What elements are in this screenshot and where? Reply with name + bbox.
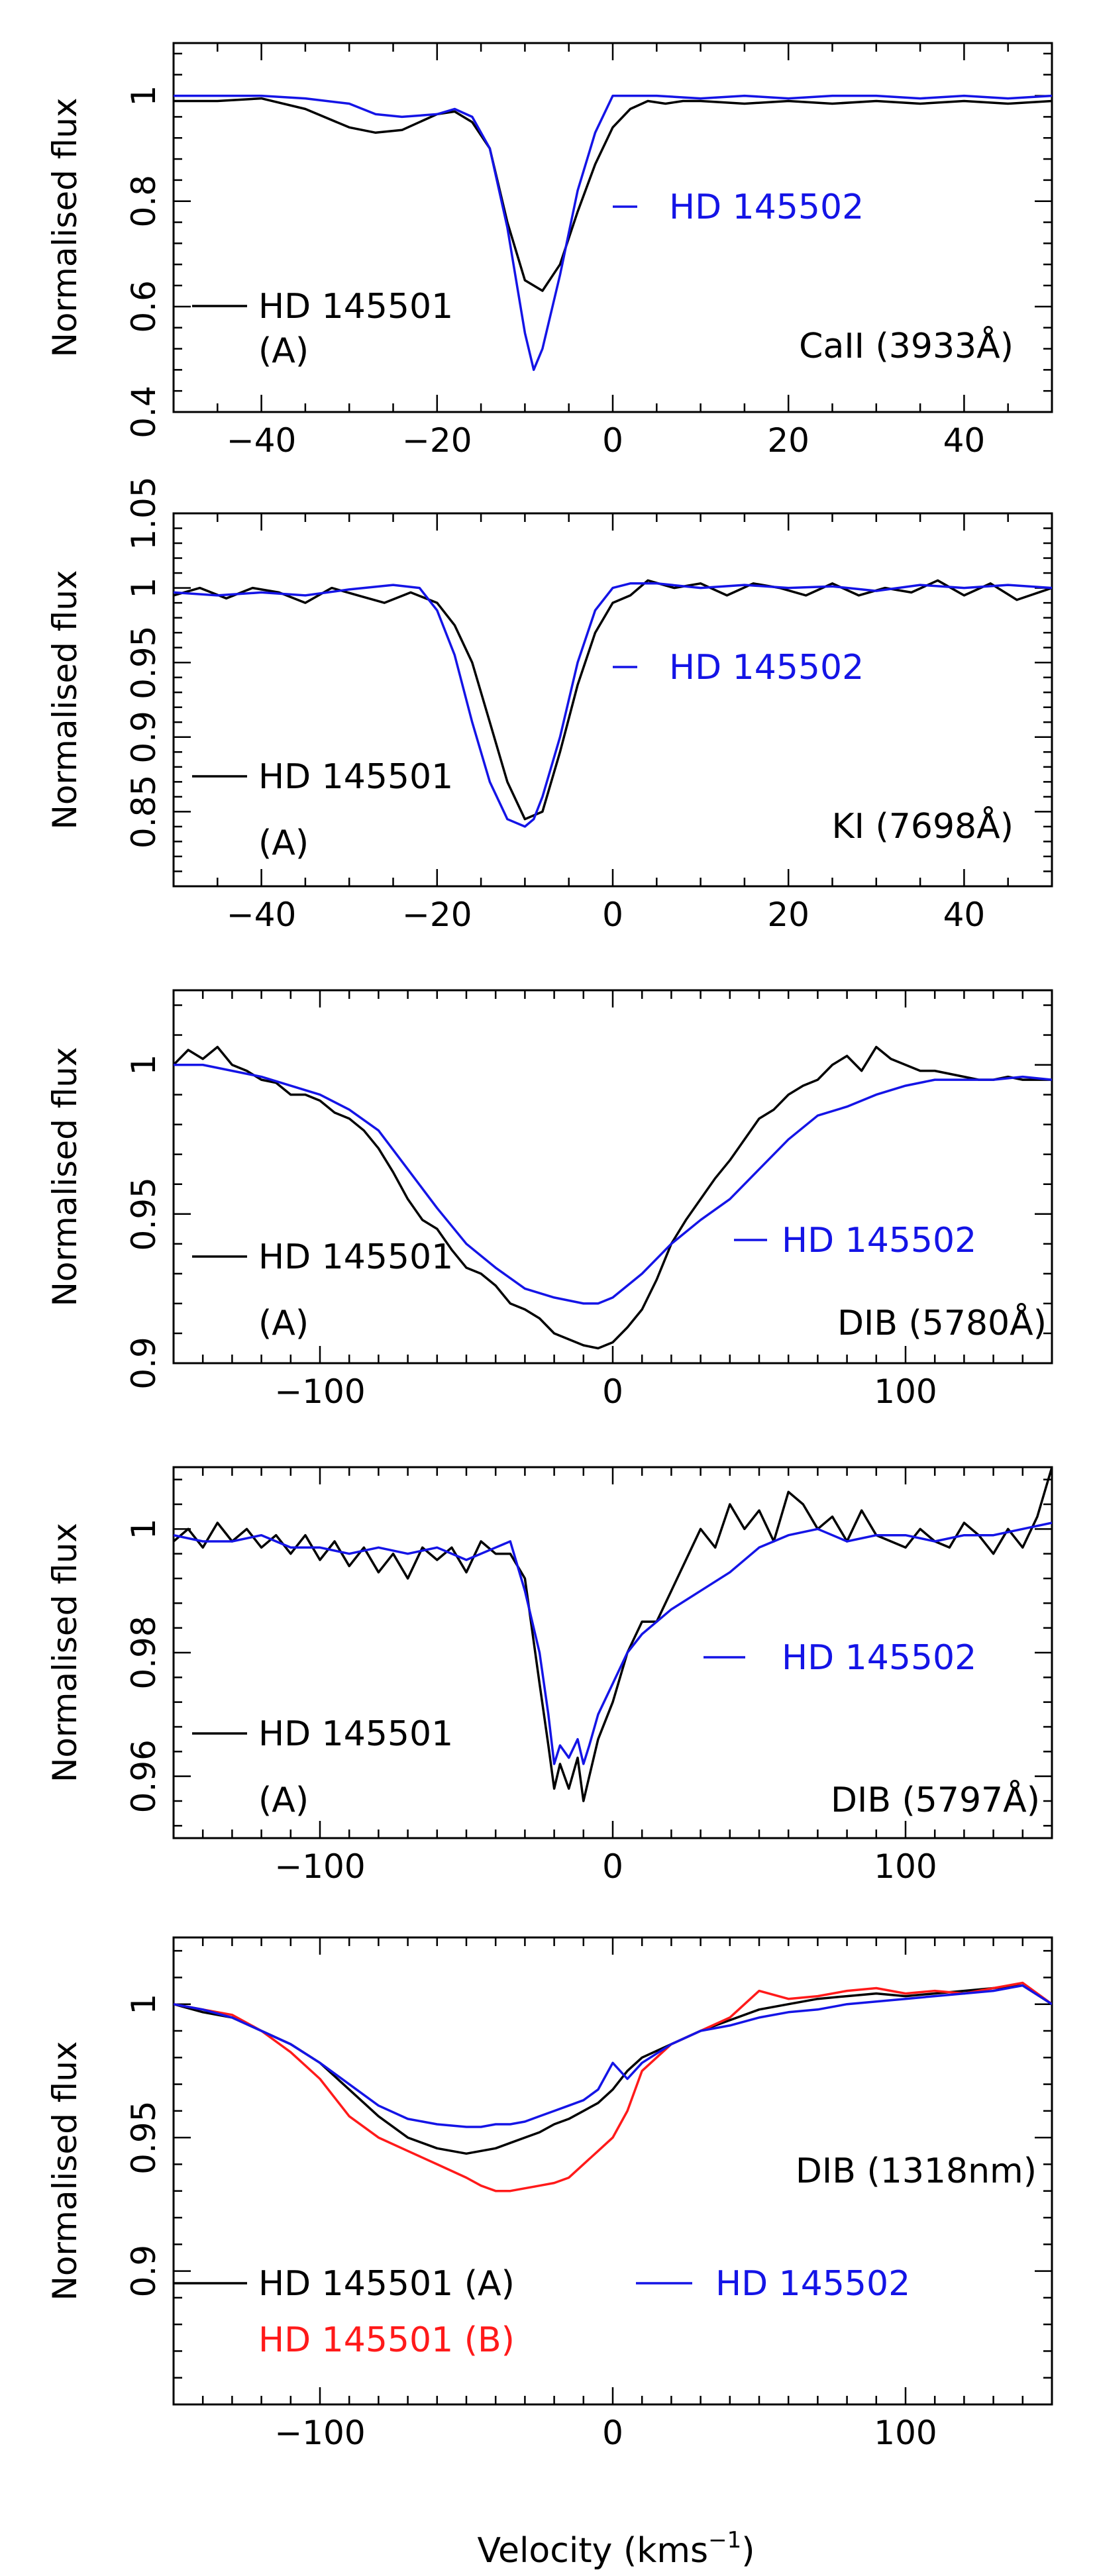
annotation-label: HD 145502: [782, 1638, 976, 1678]
y-tick-label: 1: [125, 1055, 163, 1076]
x-tick-label: 20: [767, 896, 809, 934]
annotation-label: (A): [258, 1304, 309, 1343]
panel-5: −100 0 100 0.9 0.95 1 Normalised flux HD 145501…: [46, 1936, 1053, 2452]
annotation-label: HD 145502: [715, 2264, 910, 2304]
x-tick-label: −100: [274, 1847, 365, 1886]
x-tick-label: −40: [227, 421, 297, 460]
y-axis-label: Normalised flux: [46, 1047, 84, 1306]
series-line-hd-145501-a: [174, 1045, 1052, 1350]
x-tick-label: −20: [402, 421, 472, 460]
y-tick-label: 1.05: [125, 476, 163, 550]
annotation-label: (A): [258, 331, 309, 371]
annotation-label: DIB (1318nm): [796, 2151, 1037, 2191]
y-axis-label: Normalised flux: [46, 2041, 84, 2300]
y-tick-label: 0.9: [125, 2245, 163, 2298]
x-tick-label: 0: [602, 421, 623, 460]
y-tick-label: 0.85: [125, 775, 163, 849]
y-tick-label: 0.96: [125, 1739, 163, 1813]
series-line-hd-145502: [174, 1521, 1052, 1765]
annotation-label: HD 145501: [258, 1714, 453, 1754]
annotation-label: HD 145501: [258, 287, 453, 327]
series-line-hd-145502: [174, 582, 1052, 828]
annotation-label: CaII (3933Å): [799, 325, 1014, 366]
y-tick-label: 0.6: [125, 280, 163, 333]
series-line-hd-145502: [174, 1063, 1052, 1305]
x-tick-label: 0: [602, 896, 623, 934]
x-tick-label: 20: [767, 421, 809, 460]
annotation-label: HD 145501: [258, 757, 453, 797]
series-line-hd-145501-a: [174, 97, 1052, 292]
x-tick-label: 0: [602, 1847, 623, 1886]
y-tick-label: 0.8: [125, 175, 163, 228]
y-tick-label: 1: [125, 1518, 163, 1539]
series-line-hd-145502: [174, 94, 1052, 372]
y-tick-label: 0.9: [125, 711, 163, 764]
x-tick-label: 100: [874, 2414, 937, 2452]
y-tick-label: 0.4: [125, 386, 163, 438]
series-line-hd-145502: [174, 1984, 1052, 2128]
panel-4: −100 0 100 0.96 0.98 1 Normalised flux HD 14550…: [46, 1466, 1053, 1886]
x-tick-label: −100: [274, 1372, 365, 1411]
y-tick-label: 0.9: [125, 1337, 163, 1390]
annotation-label: (A): [258, 823, 309, 863]
y-tick-label: 1: [125, 85, 163, 107]
annotation-label: HD 145502: [669, 648, 864, 688]
x-axis-title: Velocity (kms−1): [477, 2527, 755, 2571]
y-tick-label: 0.95: [125, 1177, 163, 1251]
x-tick-label: 100: [874, 1847, 937, 1886]
y-axis-label: Normalised flux: [46, 1523, 84, 1782]
annotation-label: (A): [258, 1780, 309, 1820]
x-tick-label: 0: [602, 2414, 623, 2452]
annotation-label: HD 145501 (A): [258, 2264, 515, 2304]
x-tick-label: 0: [602, 1372, 623, 1411]
x-tick-label: −20: [402, 896, 472, 934]
panel-1: −40 −20 0 20 40 0.4 0.6 0.8 1 Normalised flux HD 1…: [46, 42, 1053, 460]
panel-2: −40 −20 0 20 40 0.85 0.9 0.95 1 1.05 Normalised fl…: [46, 476, 1053, 934]
annotation-label: HD 145502: [782, 1221, 976, 1261]
y-axis-label: Normalised flux: [46, 97, 84, 357]
y-tick-label: 1: [125, 578, 163, 599]
annotation-label: HD 145502: [669, 187, 864, 227]
y-axis-label: Normalised flux: [46, 570, 84, 829]
annotation-label: DIB (5780Å): [837, 1302, 1047, 1343]
x-tick-label: 40: [943, 421, 986, 460]
y-tick-label: 1: [125, 1994, 163, 2015]
series-line-hd-145501-a: [174, 1984, 1052, 2155]
annotation-label: KI (7698Å): [832, 805, 1014, 847]
y-tick-label: 0.98: [125, 1616, 163, 1689]
panels: −40 −20 0 20 40 0.4 0.6 0.8 1 Normalised flux HD 1…: [46, 42, 1053, 2452]
annotation-label: HD 145501 (B): [258, 2320, 515, 2360]
y-tick-label: 0.95: [125, 2100, 163, 2174]
x-tick-label: −40: [227, 896, 297, 934]
y-tick-label: 0.95: [125, 626, 163, 699]
series-line-hd-145501-a: [174, 1467, 1052, 1802]
series-line-hd-145501-b: [174, 1981, 1052, 2192]
annotation-label: DIB (5797Å): [831, 1779, 1040, 1820]
annotation-label: HD 145501: [258, 1237, 453, 1277]
x-tick-label: 100: [874, 1372, 937, 1411]
x-tick-label: −100: [274, 2414, 365, 2452]
panel-3: −100 0 100 0.9 0.95 1 Normalised flux HD 145501…: [46, 989, 1053, 1411]
x-tick-label: 40: [943, 896, 986, 934]
